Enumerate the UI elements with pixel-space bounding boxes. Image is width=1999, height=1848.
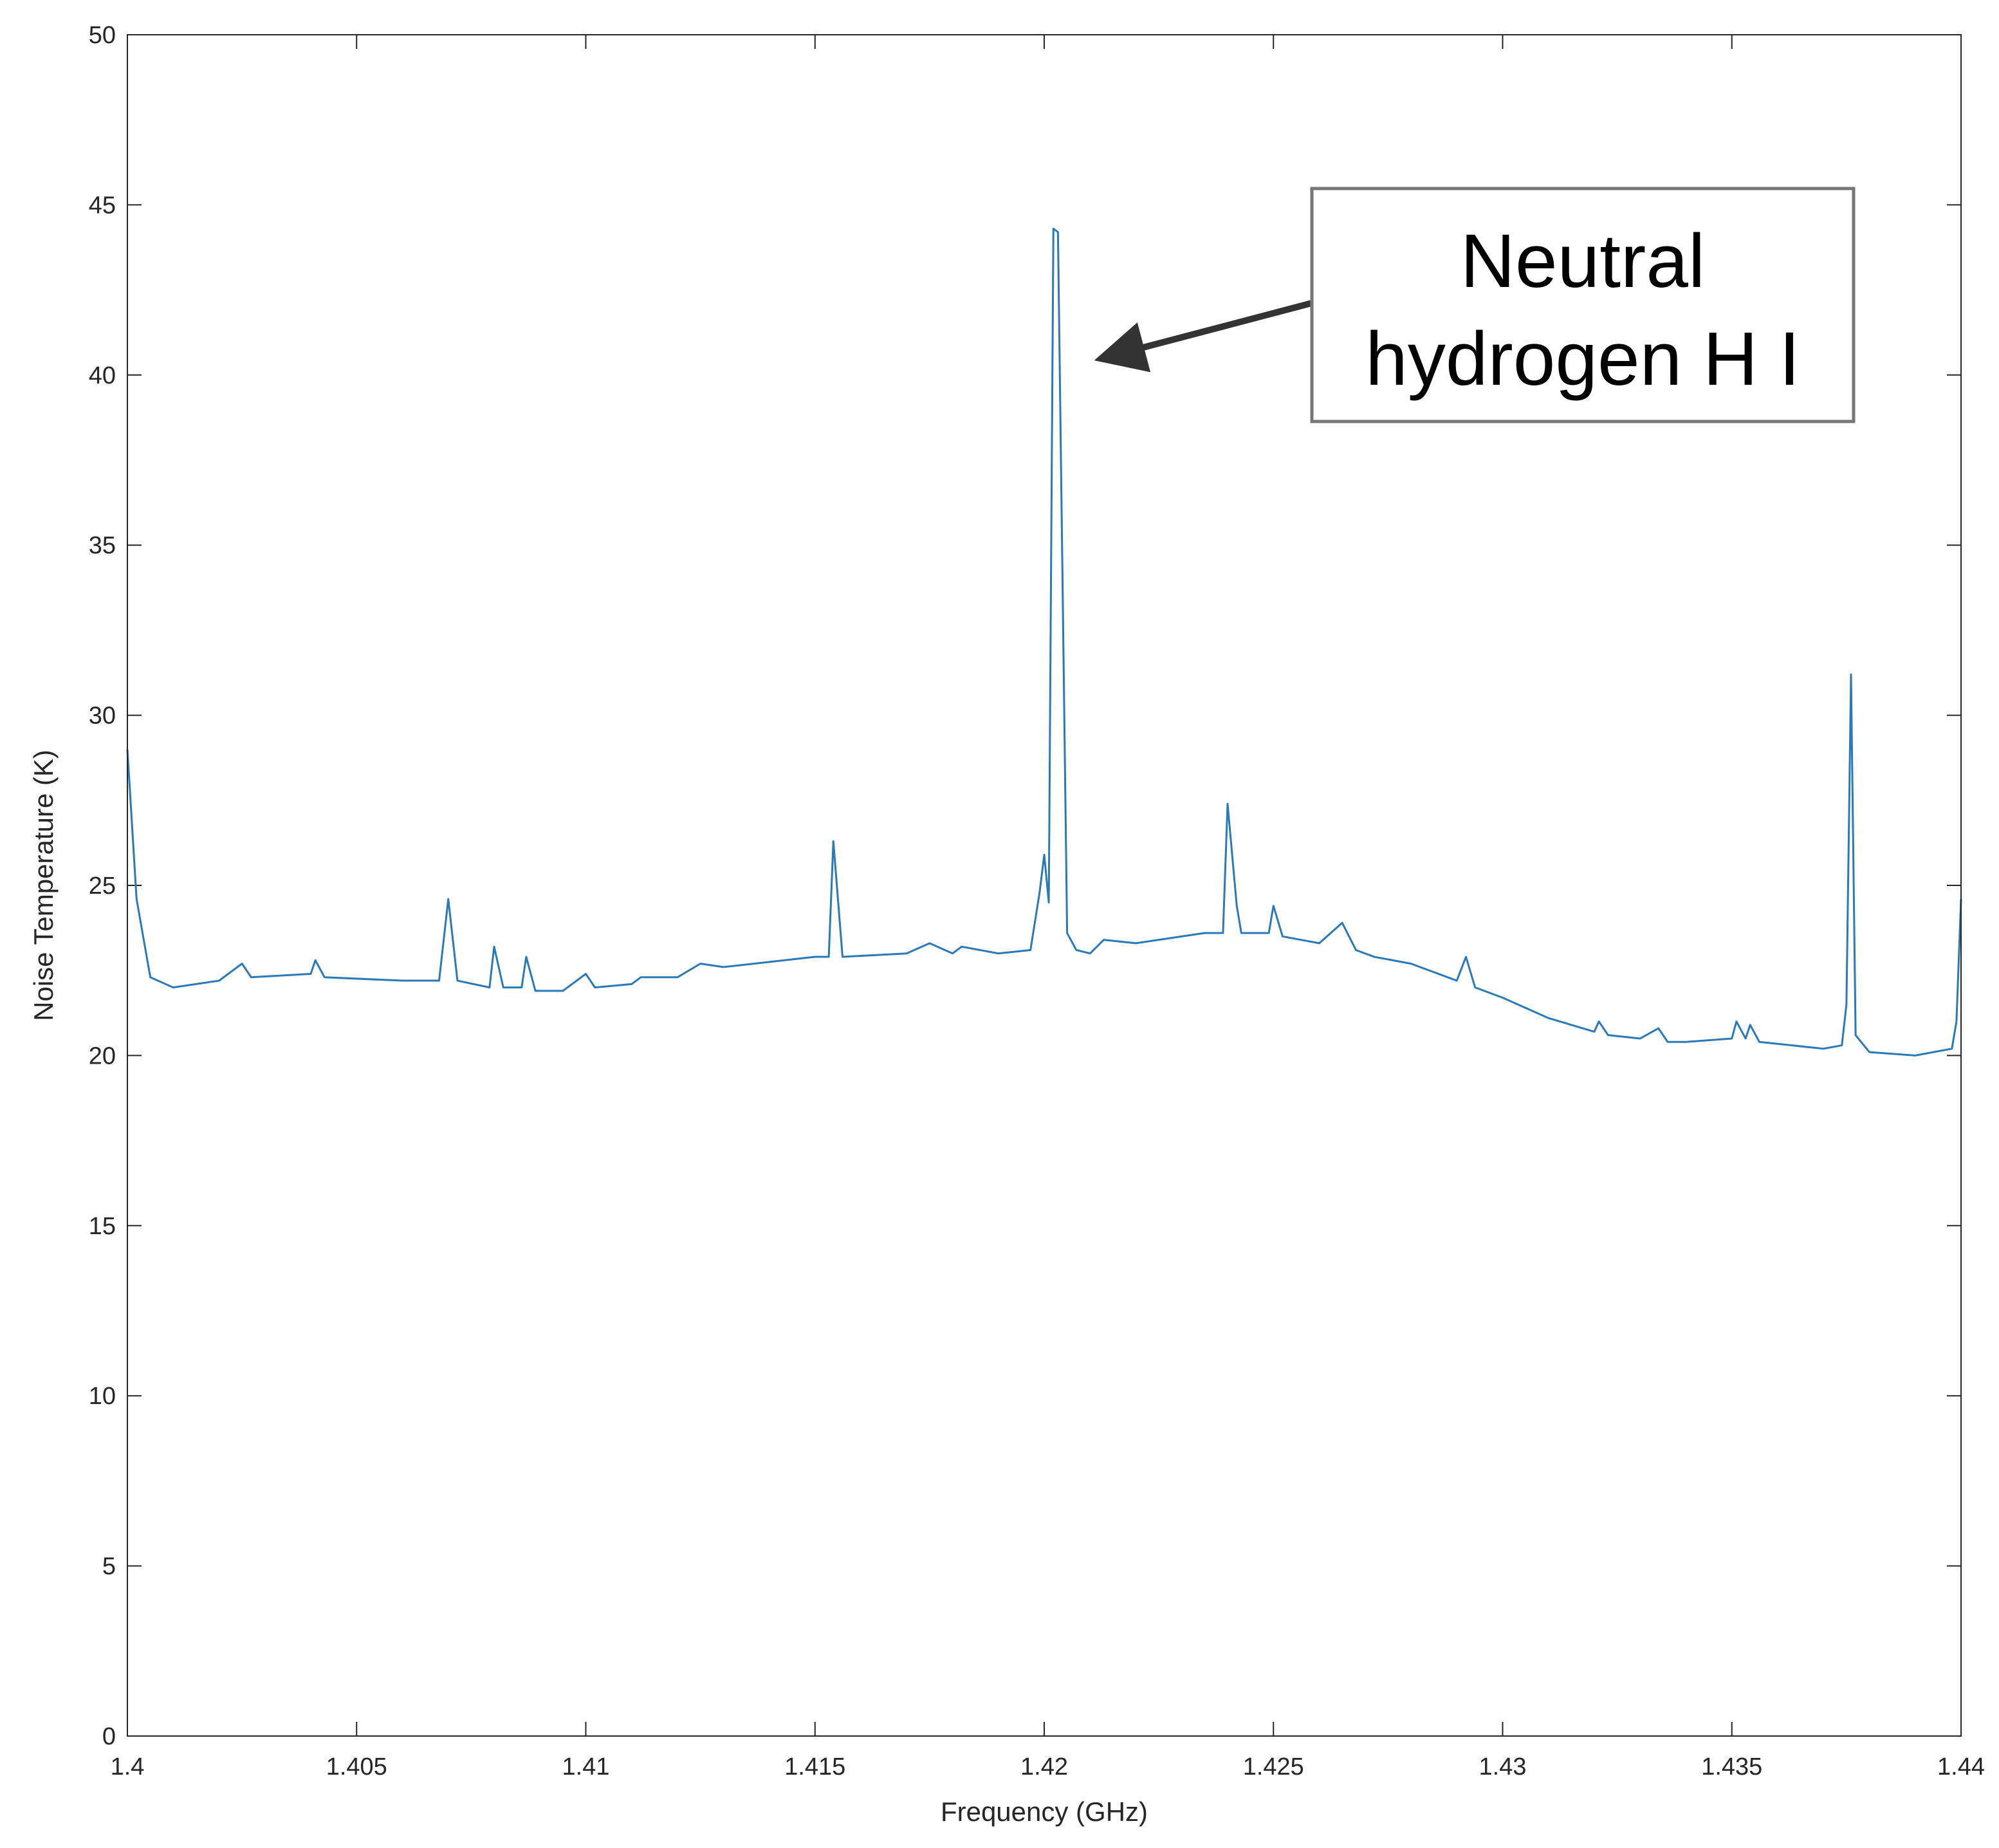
y-tick-label: 30 (89, 703, 116, 730)
annotation-box (1310, 187, 1856, 423)
y-tick-label: 25 (89, 873, 116, 900)
y-tick-label: 0 (102, 1723, 116, 1750)
x-axis-label: Frequency (GHz) (941, 1797, 1148, 1827)
y-tick-label: 35 (89, 532, 116, 559)
annotation-text: hydrogen H I (1365, 317, 1800, 402)
y-tick-label: 50 (89, 22, 116, 49)
x-tick-label: 1.43 (1479, 1753, 1527, 1780)
x-tick-label: 1.41 (562, 1753, 610, 1780)
y-tick-label: 10 (89, 1383, 116, 1410)
axes-box (127, 34, 1962, 1737)
x-tick-label: 1.4 (111, 1753, 145, 1780)
annotation-text: Neutral (1460, 219, 1705, 304)
y-tick-label: 45 (89, 192, 116, 219)
y-tick-label: 5 (102, 1553, 116, 1580)
y-axis-label: Noise Temperature (K) (28, 750, 59, 1021)
x-tick-label: 1.405 (326, 1753, 387, 1780)
x-tick-label: 1.44 (1937, 1753, 1985, 1780)
x-tick-label: 1.415 (784, 1753, 845, 1780)
annotation-arrow (1094, 300, 1313, 373)
x-tick-label: 1.435 (1701, 1753, 1762, 1780)
y-tick-label: 40 (89, 362, 116, 389)
data-line (126, 227, 1962, 1057)
y-tick-label: 20 (89, 1042, 116, 1069)
y-tick-label: 15 (89, 1213, 116, 1240)
x-tick-label: 1.425 (1243, 1753, 1304, 1780)
x-tick-label: 1.42 (1020, 1753, 1068, 1780)
